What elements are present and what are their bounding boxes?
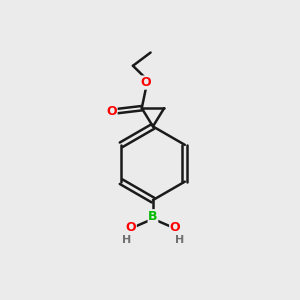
Text: O: O <box>141 76 152 89</box>
Text: O: O <box>125 220 136 234</box>
Text: H: H <box>122 235 131 245</box>
Text: B: B <box>148 210 158 223</box>
Text: O: O <box>170 220 180 234</box>
Text: O: O <box>106 105 117 118</box>
Text: H: H <box>175 235 184 245</box>
